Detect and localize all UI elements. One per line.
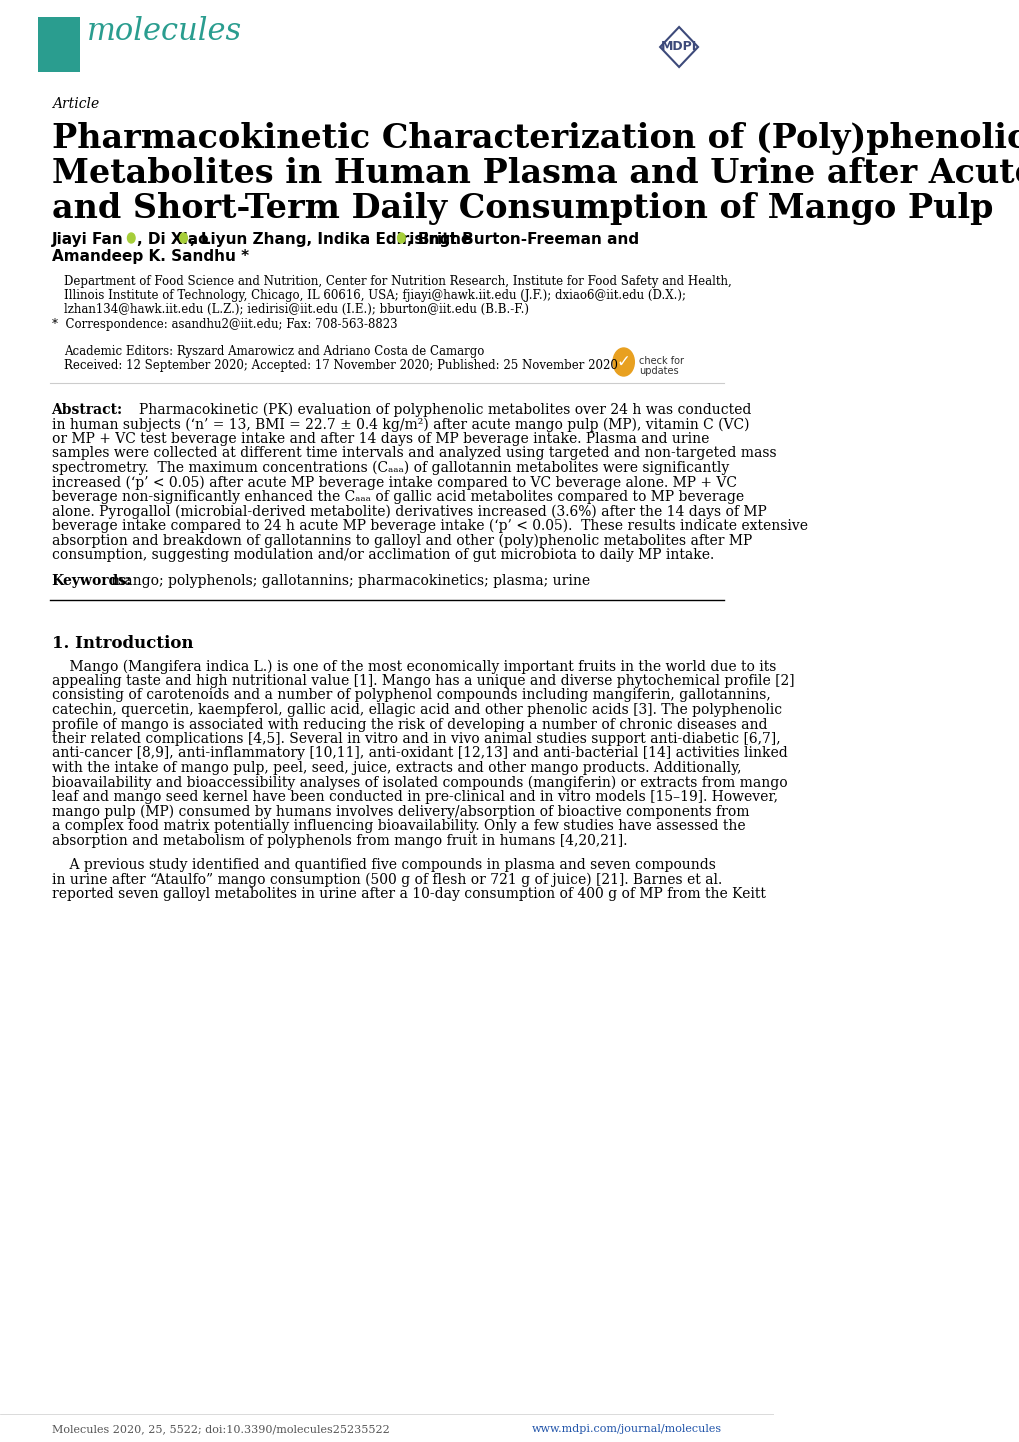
- Text: profile of mango is associated with reducing the risk of developing a number of : profile of mango is associated with redu…: [52, 718, 766, 731]
- Text: Molecules 2020, 25, 5522; doi:10.3390/molecules25235522: Molecules 2020, 25, 5522; doi:10.3390/mo…: [52, 1425, 389, 1433]
- Text: reported seven galloyl metabolites in urine after a 10-day consumption of 400 g : reported seven galloyl metabolites in ur…: [52, 887, 764, 901]
- Text: A previous study identified and quantified five compounds in plasma and seven co: A previous study identified and quantifi…: [52, 858, 714, 872]
- Text: Keywords:: Keywords:: [52, 574, 131, 588]
- Text: or MP + VC test beverage intake and after 14 days of MP beverage intake. Plasma : or MP + VC test beverage intake and afte…: [52, 433, 708, 446]
- Text: leaf and mango seed kernel have been conducted in pre-clinical and in vitro mode: leaf and mango seed kernel have been con…: [52, 790, 776, 805]
- Text: anti-cancer [8,9], anti-inflammatory [10,11], anti-oxidant [12,13] and anti-bact: anti-cancer [8,9], anti-inflammatory [10…: [52, 747, 787, 760]
- Text: *  Correspondence: asandhu2@iit.edu; Fax: 708-563-8823: * Correspondence: asandhu2@iit.edu; Fax:…: [52, 319, 396, 332]
- Text: Academic Editors: Ryszard Amarowicz and Adriano Costa de Camargo: Academic Editors: Ryszard Amarowicz and …: [64, 345, 484, 358]
- Text: Pharmacokinetic (PK) evaluation of polyphenolic metabolites over 24 h was conduc: Pharmacokinetic (PK) evaluation of polyp…: [139, 402, 750, 417]
- Text: absorption and breakdown of gallotannins to galloyl and other (poly)phenolic met: absorption and breakdown of gallotannins…: [52, 534, 751, 548]
- Circle shape: [179, 234, 187, 244]
- Text: beverage non-significantly enhanced the Cₐₐₐ of gallic acid metabolites compared: beverage non-significantly enhanced the …: [52, 490, 743, 505]
- Text: their related complications [4,5]. Several in vitro and in vivo animal studies s: their related complications [4,5]. Sever…: [52, 733, 780, 746]
- Text: mango pulp (MP) consumed by humans involves delivery/absorption of bioactive com: mango pulp (MP) consumed by humans invol…: [52, 805, 748, 819]
- Text: 1. Introduction: 1. Introduction: [52, 634, 193, 652]
- Text: Amandeep K. Sandhu *: Amandeep K. Sandhu *: [52, 249, 249, 264]
- Text: Department of Food Science and Nutrition, Center for Nutrition Research, Institu: Department of Food Science and Nutrition…: [64, 275, 732, 288]
- Text: in urine after “Ataulfo” mango consumption (500 g of flesh or 721 g of juice) [2: in urine after “Ataulfo” mango consumpti…: [52, 872, 721, 887]
- Text: consumption, suggesting modulation and/or acclimation of gut microbiota to daily: consumption, suggesting modulation and/o…: [52, 548, 713, 562]
- Text: bioavailability and bioaccessibility analyses of isolated compounds (mangiferin): bioavailability and bioaccessibility ana…: [52, 776, 787, 790]
- Text: Jiayi Fan: Jiayi Fan: [52, 232, 123, 247]
- Text: in human subjects (‘n’ = 13, BMI = 22.7 ± 0.4 kg/m²) after acute mango pulp (MP): in human subjects (‘n’ = 13, BMI = 22.7 …: [52, 418, 748, 433]
- Text: , Britt Burton-Freeman and: , Britt Burton-Freeman and: [407, 232, 638, 247]
- Text: Received: 12 September 2020; Accepted: 17 November 2020; Published: 25 November : Received: 12 September 2020; Accepted: 1…: [64, 359, 618, 372]
- Text: www.mdpi.com/journal/molecules: www.mdpi.com/journal/molecules: [532, 1425, 721, 1433]
- Circle shape: [612, 348, 634, 376]
- Text: mango; polyphenols; gallotannins; pharmacokinetics; plasma; urine: mango; polyphenols; gallotannins; pharma…: [111, 574, 589, 588]
- Text: lzhan134@hawk.iit.edu (L.Z.); iedirisi@iit.edu (I.E.); bburton@iit.edu (B.B.-F.): lzhan134@hawk.iit.edu (L.Z.); iedirisi@i…: [64, 303, 529, 316]
- Text: catechin, quercetin, kaempferol, gallic acid, ellagic acid and other phenolic ac: catechin, quercetin, kaempferol, gallic …: [52, 704, 781, 717]
- Text: increased (‘p’ < 0.05) after acute MP beverage intake compared to VC beverage al: increased (‘p’ < 0.05) after acute MP be…: [52, 476, 736, 490]
- Text: beverage intake compared to 24 h acute MP beverage intake (‘p’ < 0.05).  These r: beverage intake compared to 24 h acute M…: [52, 519, 807, 534]
- Text: , Di Xiao: , Di Xiao: [137, 232, 208, 247]
- Text: and Short-Term Daily Consumption of Mango Pulp: and Short-Term Daily Consumption of Mang…: [52, 192, 993, 225]
- Text: consisting of carotenoids and a number of polyphenol compounds including mangife: consisting of carotenoids and a number o…: [52, 688, 769, 702]
- Text: MDPI: MDPI: [660, 40, 697, 53]
- Text: Metabolites in Human Plasma and Urine after Acute: Metabolites in Human Plasma and Urine af…: [52, 157, 1019, 190]
- Circle shape: [127, 234, 135, 244]
- Text: a complex food matrix potentially influencing bioavailability. Only a few studie: a complex food matrix potentially influe…: [52, 819, 745, 833]
- Text: Pharmacokinetic Characterization of (Poly)phenolic: Pharmacokinetic Characterization of (Pol…: [52, 123, 1019, 154]
- Text: Mango (Mangifera indica L.) is one of the most economically important fruits in : Mango (Mangifera indica L.) is one of th…: [52, 659, 775, 673]
- Text: Illinois Institute of Technology, Chicago, IL 60616, USA; fjiayi@hawk.iit.edu (J: Illinois Institute of Technology, Chicag…: [64, 288, 686, 301]
- Text: molecules: molecules: [88, 16, 243, 48]
- Text: alone. Pyrogallol (microbial-derived metabolite) derivatives increased (3.6%) af: alone. Pyrogallol (microbial-derived met…: [52, 505, 765, 519]
- Text: Abstract:: Abstract:: [52, 402, 122, 417]
- Text: Article: Article: [52, 97, 99, 111]
- Text: absorption and metabolism of polyphenols from mango fruit in humans [4,20,21].: absorption and metabolism of polyphenols…: [52, 833, 627, 848]
- Text: spectrometry.  The maximum concentrations (Cₐₐₐ) of gallotannin metabolites were: spectrometry. The maximum concentrations…: [52, 461, 729, 476]
- Text: check for: check for: [638, 356, 683, 366]
- Text: updates: updates: [638, 366, 678, 376]
- Text: , Liyun Zhang, Indika Edirisinghe: , Liyun Zhang, Indika Edirisinghe: [190, 232, 471, 247]
- Circle shape: [397, 234, 405, 244]
- FancyBboxPatch shape: [38, 17, 79, 72]
- Text: with the intake of mango pulp, peel, seed, juice, extracts and other mango produ: with the intake of mango pulp, peel, see…: [52, 761, 741, 774]
- Text: ✓: ✓: [616, 353, 630, 371]
- Text: appealing taste and high nutritional value [1]. Mango has a unique and diverse p: appealing taste and high nutritional val…: [52, 673, 794, 688]
- Text: samples were collected at different time intervals and analyzed using targeted a: samples were collected at different time…: [52, 447, 775, 460]
